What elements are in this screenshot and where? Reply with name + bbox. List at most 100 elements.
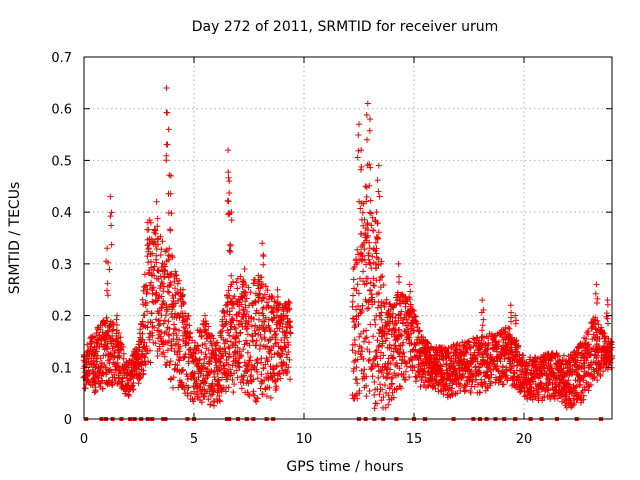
data-point-peak xyxy=(226,178,233,185)
data-point xyxy=(349,298,356,305)
data-point xyxy=(167,271,174,278)
data-point xyxy=(202,380,209,386)
data-point-peak xyxy=(507,302,514,309)
data-point xyxy=(149,332,156,339)
data-point xyxy=(254,368,261,375)
data-point xyxy=(359,209,366,216)
data-point xyxy=(239,376,246,383)
data-point xyxy=(227,366,234,373)
data-point xyxy=(98,363,105,370)
data-point xyxy=(159,280,166,287)
data-point xyxy=(167,226,173,233)
data-point xyxy=(229,305,235,312)
data-point xyxy=(354,246,361,253)
data-point xyxy=(384,323,390,329)
data-point xyxy=(185,313,192,319)
data-point xyxy=(222,350,229,357)
data-point xyxy=(367,321,374,328)
data-point xyxy=(367,197,374,204)
data-point xyxy=(221,310,228,317)
data-point xyxy=(373,347,380,354)
data-point xyxy=(141,339,148,346)
data-point xyxy=(403,316,410,323)
data-point xyxy=(363,112,370,118)
data-point xyxy=(354,154,361,161)
y-tick-label: 0.2 xyxy=(51,310,72,325)
data-point xyxy=(170,374,177,381)
data-point xyxy=(163,312,169,319)
axis-ticks: 0 0.1 0.2 0.3 0.4 0.5 0.6 0.7 0 5 10 15 20 xyxy=(51,51,612,447)
data-point xyxy=(374,400,380,407)
data-point xyxy=(250,376,257,383)
data-point xyxy=(374,304,381,311)
data-point xyxy=(198,332,205,339)
data-point xyxy=(400,339,407,346)
data-point xyxy=(247,289,254,296)
data-point xyxy=(105,292,111,299)
data-point xyxy=(363,373,370,380)
data-point xyxy=(364,136,370,143)
data-point-peak xyxy=(593,281,600,288)
data-point xyxy=(119,374,126,381)
data-point xyxy=(211,399,218,406)
data-point xyxy=(168,270,175,277)
data-point xyxy=(367,287,374,293)
data-point xyxy=(365,357,372,364)
data-point xyxy=(390,394,397,401)
data-point xyxy=(261,328,268,335)
data-point xyxy=(366,388,373,394)
data-point xyxy=(166,332,173,339)
data-point xyxy=(94,374,101,381)
data-point-peak xyxy=(163,85,170,91)
data-point xyxy=(225,384,232,391)
y-axis-label: SRMTID / TECUs xyxy=(7,182,23,295)
data-point xyxy=(364,220,371,226)
data-point xyxy=(262,283,269,290)
data-point xyxy=(139,330,146,337)
data-point xyxy=(396,365,403,372)
data-point xyxy=(231,324,238,331)
data-point xyxy=(350,276,357,283)
data-point xyxy=(364,275,371,282)
data-point xyxy=(236,364,243,371)
data-point xyxy=(201,393,208,400)
data-point xyxy=(267,363,274,370)
data-point xyxy=(141,271,148,278)
data-point xyxy=(176,277,183,284)
data-point xyxy=(209,391,216,398)
data-point xyxy=(260,253,267,260)
data-point xyxy=(155,322,162,329)
data-point xyxy=(401,376,408,383)
data-point xyxy=(376,277,383,284)
data-point xyxy=(225,329,231,336)
data-point xyxy=(274,293,281,300)
data-point xyxy=(215,377,222,384)
data-point xyxy=(253,398,260,405)
data-point xyxy=(278,337,285,343)
data-point xyxy=(262,385,269,392)
data-point xyxy=(202,340,209,347)
data-point xyxy=(186,322,193,329)
data-point xyxy=(94,358,101,365)
data-point xyxy=(353,364,360,371)
data-point xyxy=(152,230,159,237)
data-point xyxy=(370,282,377,289)
y-tick-label: 0.4 xyxy=(51,206,72,221)
data-point xyxy=(285,364,292,371)
data-point-peak xyxy=(362,183,369,190)
data-point xyxy=(216,397,223,404)
data-point xyxy=(226,190,233,196)
data-point xyxy=(244,308,251,315)
data-point xyxy=(400,349,407,356)
data-point xyxy=(181,386,188,393)
data-point xyxy=(225,174,232,181)
data-point xyxy=(185,340,192,347)
data-point xyxy=(148,310,155,316)
data-point xyxy=(386,326,393,333)
data-point xyxy=(355,321,362,328)
y-tick-label: 0.5 xyxy=(51,154,72,169)
data-point-peak xyxy=(395,260,402,267)
data-point xyxy=(158,305,165,312)
data-point xyxy=(368,363,375,370)
